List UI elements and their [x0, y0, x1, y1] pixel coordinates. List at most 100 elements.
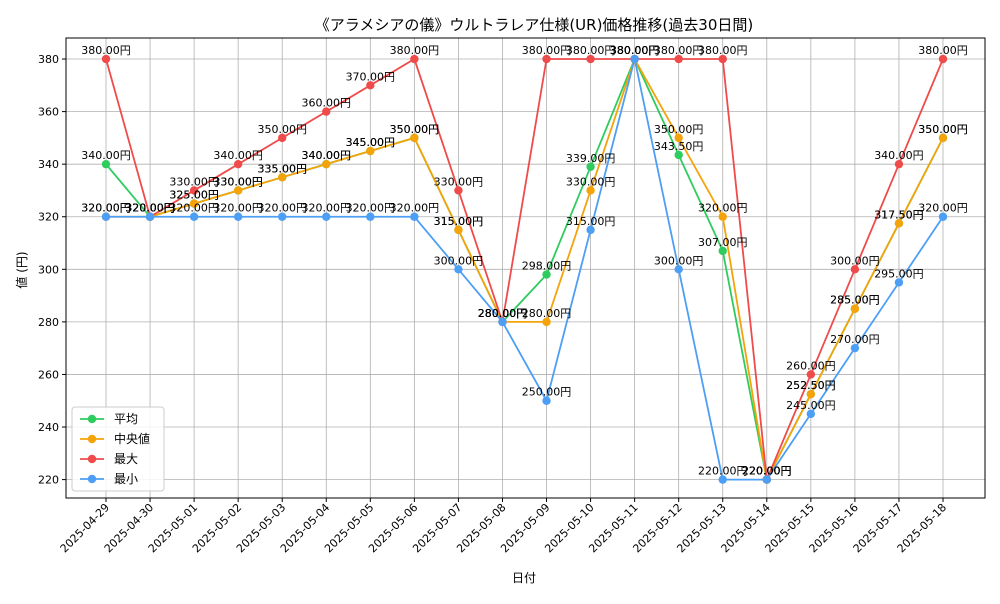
data-point [322, 107, 331, 116]
y-tick-label: 300 [38, 263, 59, 276]
data-point [454, 265, 463, 274]
data-label: 380.00円 [81, 44, 131, 57]
data-label: 380.00円 [610, 44, 660, 57]
data-label: 245.00円 [786, 399, 836, 412]
data-label: 280.00円 [478, 307, 528, 320]
data-label: 320.00円 [213, 202, 263, 215]
y-tick-label: 220 [38, 474, 59, 487]
series-layer [101, 54, 948, 484]
data-labels: 340.00円320.00円325.00円330.00円335.00円340.0… [81, 44, 968, 478]
data-label: 280.00円 [478, 307, 528, 320]
data-label: 320.00円 [125, 202, 175, 215]
data-label: 380.00円 [522, 44, 572, 57]
data-label: 315.00円 [434, 215, 484, 228]
data-point [586, 54, 595, 64]
data-point [674, 133, 683, 143]
data-point [586, 225, 595, 235]
data-label: 300.00円 [654, 254, 704, 267]
data-label: 325.00円 [169, 189, 219, 202]
data-point [322, 212, 331, 221]
data-label: 320.00円 [302, 202, 352, 215]
data-label: 340.00円 [302, 149, 352, 162]
data-label: 380.00円 [698, 44, 748, 57]
data-point [322, 159, 331, 169]
data-point [542, 317, 551, 327]
data-point [366, 146, 375, 156]
data-point [454, 225, 463, 235]
chart-title: 《アラメシアの儀》ウルトラレア仕様(UR)価格推移(過去30日間) [315, 16, 753, 34]
data-label: 315.00円 [434, 215, 484, 228]
data-label: 350.00円 [654, 123, 704, 136]
legend-label: 中央値 [114, 431, 150, 446]
data-label: 317.50円 [874, 208, 924, 221]
data-label: 380.00円 [610, 44, 660, 57]
data-point [674, 150, 683, 160]
data-label: 220.00円 [742, 465, 792, 478]
legend-box [71, 406, 165, 492]
data-label: 307.00円 [698, 236, 748, 249]
data-point [850, 343, 860, 353]
data-point [278, 133, 287, 143]
data-point [542, 270, 551, 279]
y-tick-label: 340 [38, 158, 59, 171]
data-label: 300.00円 [434, 254, 484, 267]
data-label: 330.00円 [213, 175, 263, 188]
data-label: 330.00円 [213, 175, 263, 188]
data-point [674, 265, 683, 274]
data-label: 345.00円 [346, 136, 396, 149]
legend-label: 平均 [114, 412, 138, 426]
data-label: 320.00円 [125, 202, 175, 215]
legend-label: 最小 [114, 472, 138, 486]
data-point [850, 265, 860, 274]
data-label: 380.00円 [610, 44, 660, 57]
data-point [806, 370, 816, 379]
y-tick-label: 240 [38, 421, 59, 434]
y-tick-label: 380 [38, 53, 59, 66]
data-label: 350.00円 [918, 123, 968, 136]
data-point [894, 278, 904, 287]
data-label: 280.00円 [522, 307, 572, 320]
data-label: 330.00円 [434, 175, 484, 188]
series-line [106, 56, 944, 483]
data-point [233, 159, 243, 169]
data-label: 350.00円 [390, 123, 440, 136]
data-point [718, 246, 727, 256]
data-label: 320.00円 [390, 202, 440, 215]
data-label: 370.00円 [346, 70, 396, 83]
data-point [410, 54, 419, 64]
data-label: 320.00円 [169, 202, 219, 215]
data-label: 220.00円 [742, 465, 792, 478]
data-label: 280.00円 [478, 307, 528, 320]
data-point [894, 219, 904, 228]
data-label: 340.00円 [302, 149, 352, 162]
data-point [718, 475, 727, 484]
data-point [233, 186, 243, 195]
data-label: 285.00円 [830, 294, 880, 307]
data-label: 280.00円 [478, 307, 528, 320]
data-label: 320.00円 [125, 202, 175, 215]
data-point [189, 199, 199, 208]
data-point [938, 133, 948, 143]
data-label: 380.00円 [610, 44, 660, 57]
y-tick-label: 280 [38, 316, 59, 329]
data-label: 315.00円 [566, 215, 616, 228]
data-point [542, 396, 551, 405]
data-label: 350.00円 [257, 123, 307, 136]
legend-swatch-marker [87, 434, 97, 444]
data-label: 320.00円 [257, 202, 307, 215]
data-point [498, 317, 507, 327]
data-label: 335.00円 [257, 162, 307, 175]
data-label: 250.00円 [522, 386, 572, 399]
legend-label: 最大 [114, 452, 138, 466]
data-point [101, 159, 111, 169]
data-point [101, 212, 111, 221]
data-point [630, 54, 639, 64]
data-point [189, 212, 199, 221]
data-label: 317.50円 [874, 208, 924, 221]
data-label: 220.00円 [742, 465, 792, 478]
data-label: 320.00円 [698, 202, 748, 215]
data-point [410, 212, 419, 221]
data-point [850, 304, 860, 313]
